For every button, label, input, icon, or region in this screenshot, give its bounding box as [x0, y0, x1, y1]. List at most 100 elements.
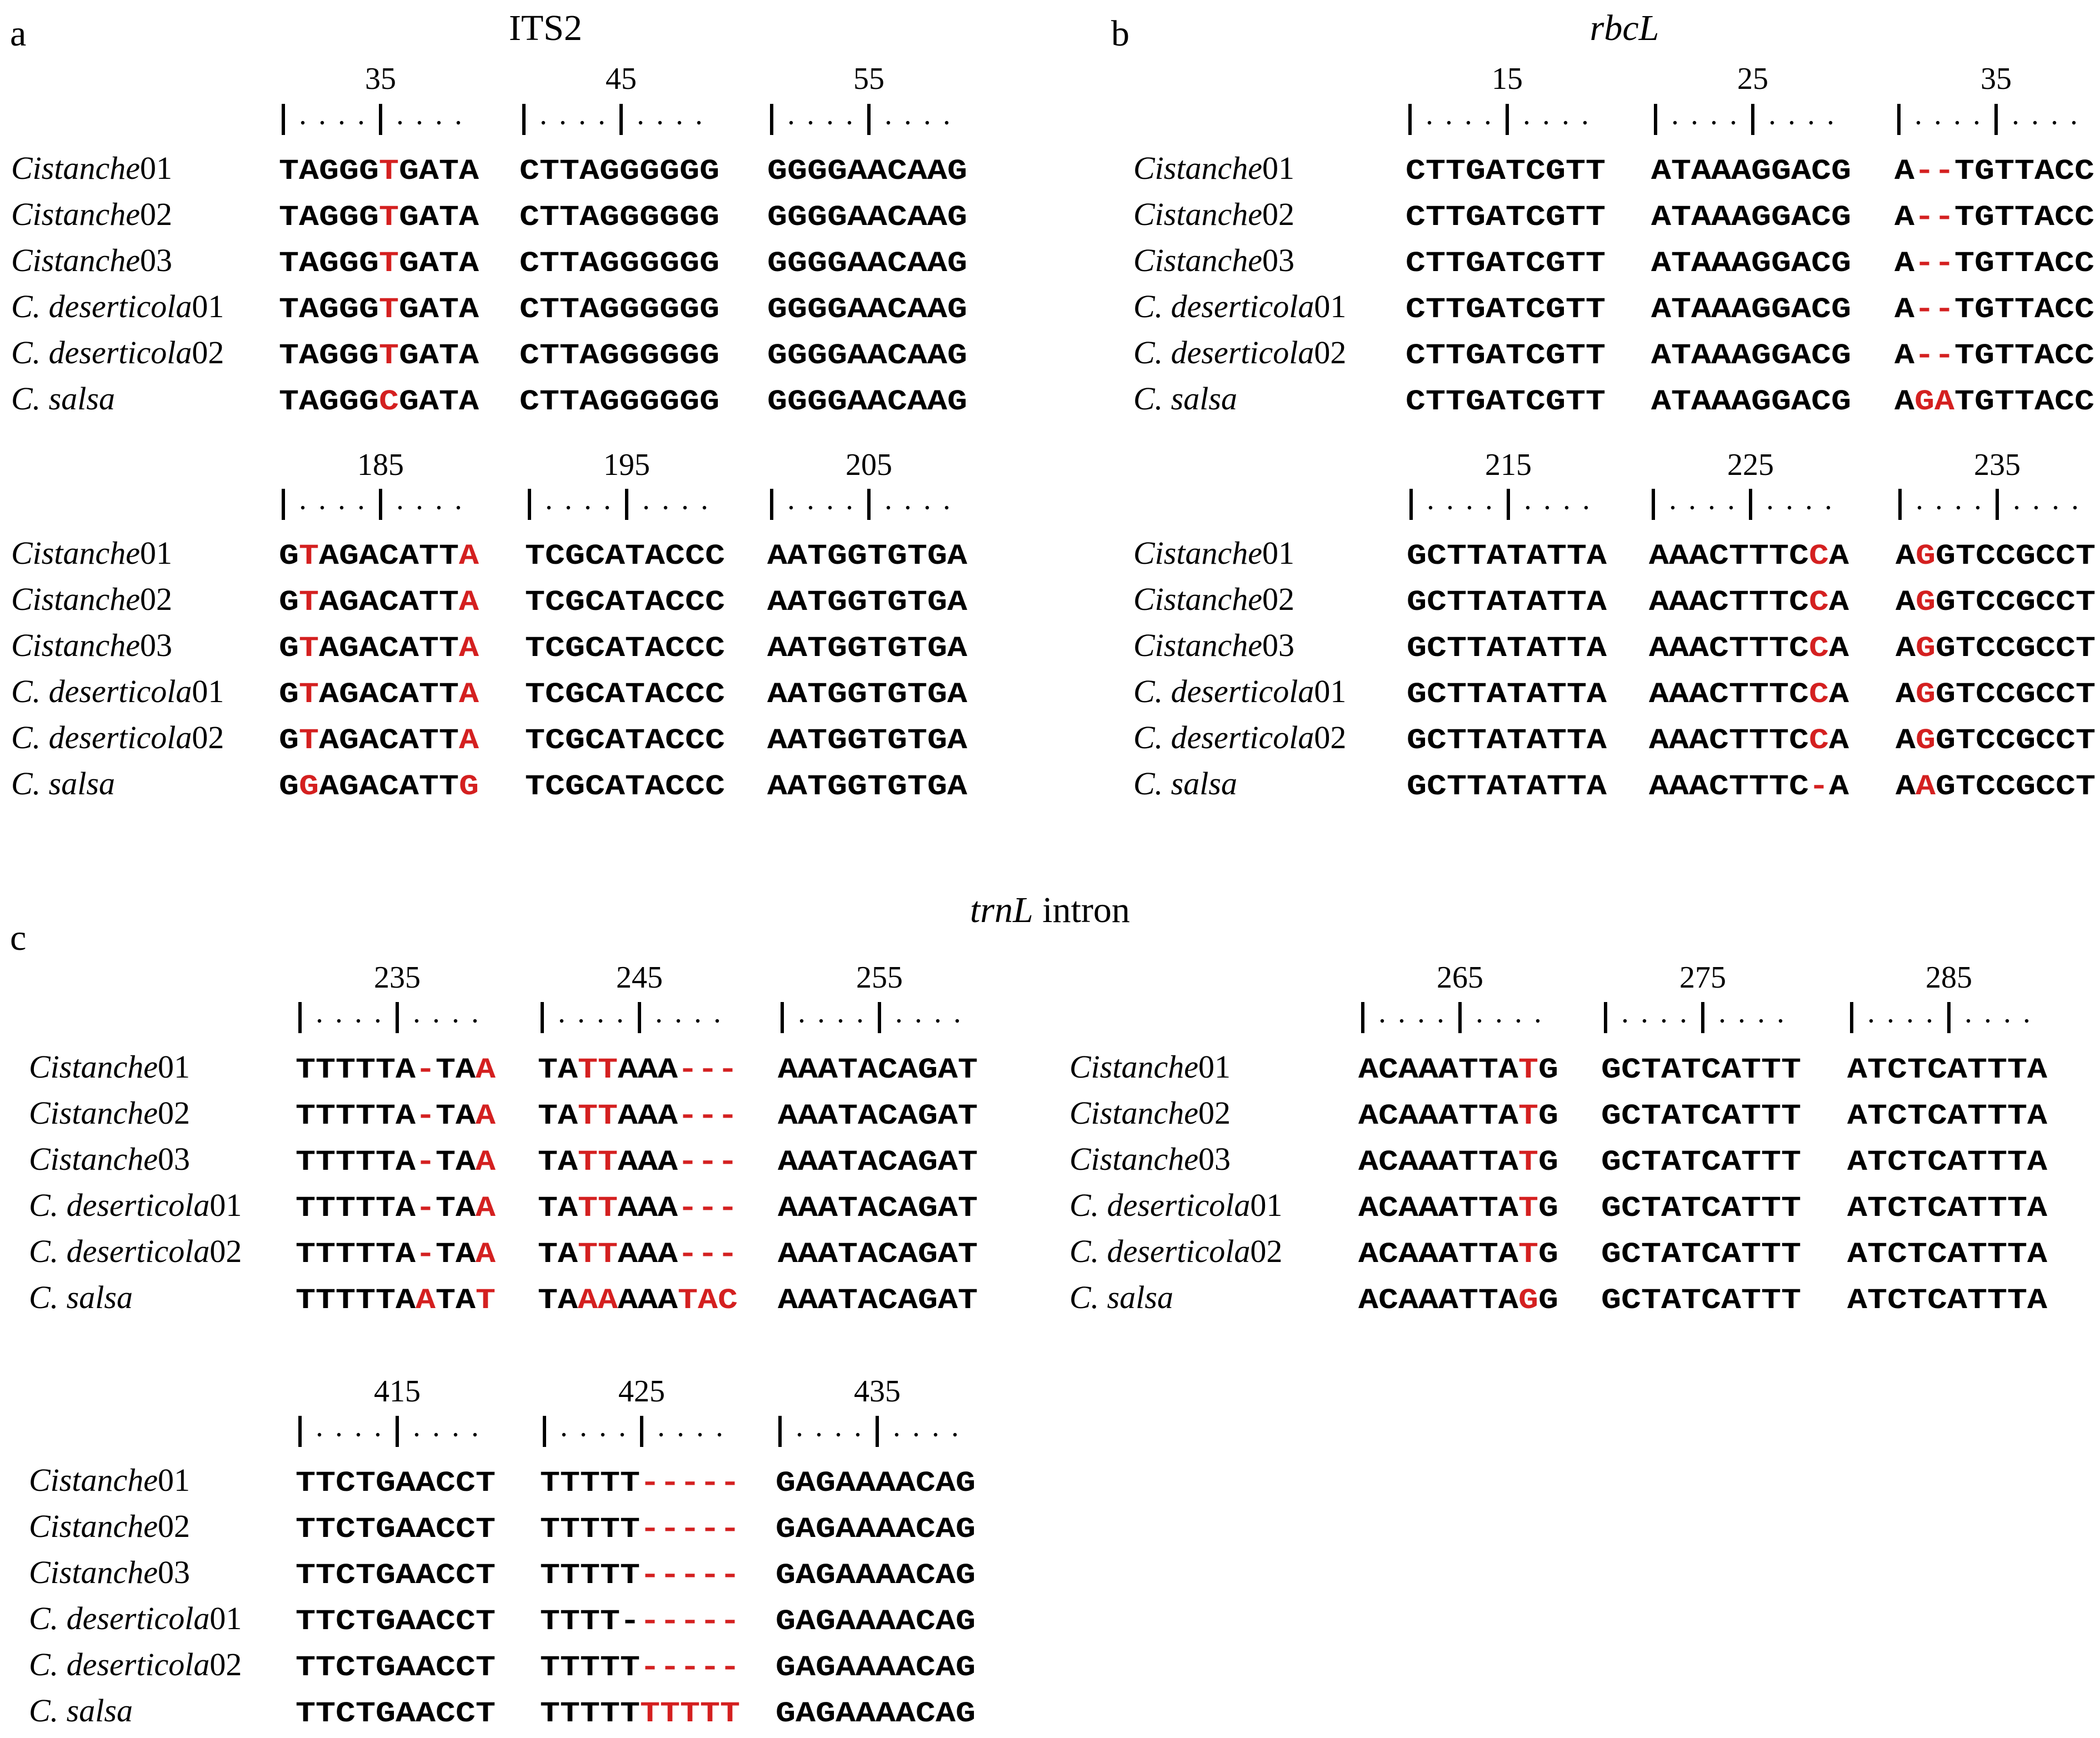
- ruler-dot: [638, 121, 643, 125]
- ruler-dot: [1526, 505, 1530, 510]
- conserved-site: TTCTGAACCT: [296, 1513, 496, 1546]
- taxon-label: C. deserticola01: [1133, 673, 1346, 709]
- alignment-row: C. salsa GGAGACATT G TCGCATACCC AATGGTGTGA: [11, 765, 968, 803]
- ruler-dot: [473, 1019, 477, 1023]
- ruler-position-label: 25: [1737, 62, 1768, 96]
- sequence-segment: AAACTTTC CA: [1649, 586, 1849, 619]
- conserved-site: A: [1894, 247, 1915, 280]
- conserved-site: A: [1894, 201, 1915, 234]
- conserved-site: G: [1538, 1054, 1558, 1086]
- sequence-segment: TCGCATACCC: [525, 540, 725, 573]
- ruler-dot: [453, 1433, 458, 1437]
- sequence-segment: ATAAAGGACG: [1651, 155, 1851, 188]
- ruler-dot: [916, 1019, 921, 1023]
- ruler-dot: [1739, 1019, 1744, 1023]
- conserved-site: A: [1894, 155, 1915, 188]
- conserved-site: GAGAAAACAG: [776, 1605, 976, 1638]
- conserved-site: AAA: [618, 1238, 678, 1271]
- taxon-label: C. deserticola02: [1069, 1233, 1282, 1269]
- conserved-site: GGGGAACAAG: [767, 385, 967, 418]
- taxon-label: C. salsa: [11, 765, 115, 802]
- conserved-site: CTTAGGGGGG: [519, 247, 719, 280]
- sequence-segment: TTTTT -----: [540, 1513, 740, 1546]
- conserved-site: TTTTT: [540, 1651, 640, 1684]
- sequence-segment: TA AA AAA TAC: [538, 1284, 738, 1317]
- variable-site: T: [379, 293, 399, 326]
- ruler-dot: [579, 1019, 583, 1023]
- sequence-segment: ATAAAGGACG: [1651, 339, 1851, 372]
- conserved-site: GATA: [399, 247, 479, 280]
- conserved-site: CTTGATCGTT: [1406, 339, 1606, 372]
- sequence-segment: ATCTCATTTA: [1847, 1054, 2048, 1086]
- sequence-segment: GCTATCATTT: [1601, 1054, 1801, 1086]
- ruler-dot: [808, 505, 813, 510]
- conserved-site: GATA: [399, 339, 479, 372]
- ruler-dot: [434, 1019, 438, 1023]
- ruler: 215 225 235: [1409, 448, 2077, 520]
- taxon-label: Cistanche01: [1133, 535, 1294, 571]
- ruler-dot: [1583, 121, 1587, 125]
- ruler-dot: [1662, 1019, 1666, 1023]
- ruler-dot: [717, 1433, 722, 1437]
- conserved-site: TA: [436, 1146, 476, 1179]
- sequence-segment: ATAAAGGACG: [1651, 385, 1851, 418]
- conserved-site: GGGGAACAAG: [767, 201, 967, 234]
- ruler-dot: [1966, 1019, 1971, 1023]
- ruler-dot: [417, 121, 422, 125]
- conserved-site: AAA: [618, 1054, 678, 1086]
- ruler-dot: [437, 505, 441, 510]
- ruler-dot: [789, 121, 793, 125]
- conserved-site: AAACTTTC: [1649, 770, 1809, 803]
- ruler-position-label: 185: [357, 448, 404, 482]
- sequence-segment: GTAGACATT A: [279, 632, 479, 665]
- ruler-dot: [856, 1433, 860, 1437]
- ruler-dot: [696, 1019, 700, 1023]
- conserved-site: AAATACAGAT: [778, 1238, 978, 1271]
- variable-site: A: [416, 1284, 436, 1317]
- sequence-segment: TAGGG CGATA: [279, 385, 479, 418]
- sequence-segment: AATGGTGTGA: [767, 724, 968, 757]
- variable-site: C: [1809, 724, 1829, 757]
- ruler-position-label: 415: [374, 1374, 421, 1409]
- alignment-row: C. deserticola02 ACAAATTA TG GCTATCATTT ATCT…: [1069, 1233, 2048, 1271]
- conserved-site: TTTTTA: [296, 1238, 416, 1271]
- ruler-dot: [453, 1019, 458, 1023]
- ruler-dot: [1544, 121, 1548, 125]
- ruler-dot: [1956, 505, 1961, 510]
- conserved-site: ACAAATTA: [1358, 1100, 1519, 1133]
- sequence-segment: CTTGATCGTT: [1406, 201, 1606, 234]
- variable-site: T: [476, 1284, 496, 1317]
- sequence-segment: GAGAAAACAG: [776, 1605, 976, 1638]
- alignment-row: C. salsa TAGGG CGATA CTTAGGGGGG GGGGAACAAG: [11, 380, 967, 418]
- ruler-dot: [1778, 1019, 1783, 1023]
- ruler-dot: [339, 505, 344, 510]
- ruler-dot: [1976, 505, 1980, 510]
- sequence-segment: AAACTTTC CA: [1649, 632, 1849, 665]
- alignment-row: Cistanche03 CTTGATCGTT ATAAAGGACG A-- TGTTAC…: [1133, 242, 2094, 280]
- alignment-row: C. deserticola01 CTTGATCGTT ATAAAGGACG A-- T…: [1133, 288, 2094, 326]
- variable-site: AA: [578, 1284, 618, 1317]
- conserved-site: AATGGTGTGA: [767, 540, 968, 573]
- conserved-site: AAACTTTC: [1649, 632, 1809, 665]
- conserved-site: AGACATT: [319, 632, 459, 665]
- sequence-segment: GCTATCATTT: [1601, 1284, 1801, 1317]
- ruler-dot: [586, 505, 590, 510]
- ruler-dot: [1466, 121, 1471, 125]
- conserved-site: CTTAGGGGGG: [519, 339, 719, 372]
- taxon-label: C. deserticola01: [1069, 1187, 1282, 1223]
- ruler-position-label: 195: [603, 448, 650, 482]
- conserved-site: ATCTCATTTA: [1847, 1146, 2048, 1179]
- alignment-row: Cistanche03 GCTTATATTA AAACTTTC CA AGGTCCGCC…: [1133, 627, 2096, 665]
- sequence-segment: TTCTGAACCT: [296, 1651, 496, 1684]
- conserved-site: GTCCGCCT: [1936, 540, 2096, 573]
- variable-site: -----: [640, 1467, 740, 1500]
- ruler-dot: [933, 1433, 938, 1437]
- conserved-site: GTCCGCCT: [1936, 770, 2096, 803]
- ruler-dot: [1729, 505, 1733, 510]
- conserved-site: A: [1829, 724, 1849, 757]
- ruler-dot: [1955, 121, 1959, 125]
- variable-site: A: [459, 540, 479, 573]
- sequence-segment: TTTTTA -TA A: [296, 1054, 496, 1086]
- variable-site: -: [416, 1146, 436, 1179]
- conserved-site: A: [1896, 770, 1916, 803]
